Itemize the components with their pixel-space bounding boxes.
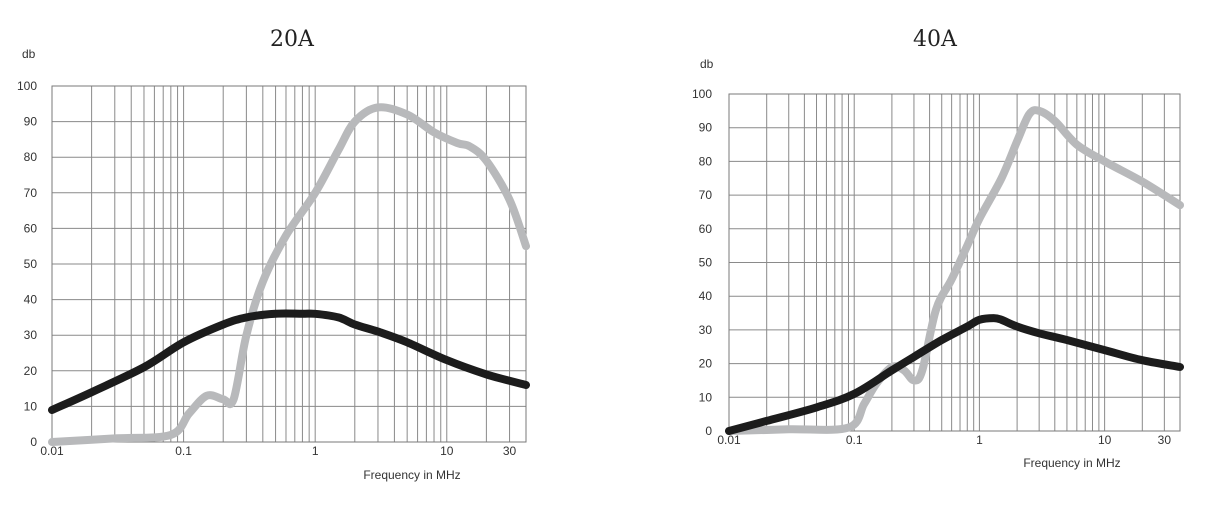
y-tick-label: 90 (699, 121, 713, 135)
series-line-black (725, 314, 1184, 435)
series-line-grey (48, 103, 530, 446)
x-tick-label: 1 (312, 444, 319, 458)
y-tick-label: 50 (24, 257, 38, 271)
y-axis-label: db (22, 47, 36, 61)
y-tick-label: 30 (24, 328, 38, 342)
y-tick-label: 100 (17, 79, 37, 93)
y-tick-label: 0 (30, 435, 37, 449)
grid (728, 93, 1181, 432)
y-tick-label: 50 (699, 256, 713, 270)
x-axis-label: Frequency in MHz (1023, 456, 1120, 470)
x-axis-label: Frequency in MHz (363, 468, 460, 482)
x-tick-label: 0.01 (40, 444, 64, 458)
plot-frame (51, 85, 527, 443)
y-tick-label: 90 (24, 115, 38, 129)
y-tick-label: 30 (699, 323, 713, 337)
y-tick-label: 70 (699, 188, 713, 202)
chart-title: 20A (270, 27, 315, 52)
y-tick-label: 20 (699, 357, 713, 371)
x-tick-label: 10 (440, 444, 454, 458)
y-tick-label: 20 (24, 364, 38, 378)
x-tick-label: 30 (503, 444, 517, 458)
series-line-grey (725, 106, 1184, 435)
y-tick-label: 70 (24, 186, 38, 200)
x-tick-label: 10 (1098, 433, 1112, 447)
chart-40a: 40A db 0 10 20 30 40 50 60 70 80 90 100 0.01 0.1 1 10 30 F… (692, 27, 1184, 470)
y-tick-label: 10 (699, 390, 713, 404)
y-tick-label: 60 (24, 221, 38, 235)
chart-title: 40A (913, 27, 958, 52)
series-line-black (48, 309, 530, 414)
x-tick-label: 0.1 (846, 433, 863, 447)
y-tick-label: 60 (699, 222, 713, 236)
x-tick-label: 1 (976, 433, 983, 447)
y-tick-label: 80 (699, 154, 713, 168)
x-tick-label: 30 (1158, 433, 1172, 447)
y-tick-label: 10 (24, 399, 38, 413)
y-tick-label: 40 (24, 293, 38, 307)
y-tick-label: 100 (692, 87, 712, 101)
x-tick-label: 0.1 (175, 444, 192, 458)
chart-20a: 20A db 0 10 20 30 40 50 60 70 80 90 100 0.01 0.1 1 10 30 F… (17, 27, 530, 482)
y-tick-label: 0 (705, 424, 712, 438)
y-tick-label: 40 (699, 289, 713, 303)
y-tick-label: 80 (24, 150, 38, 164)
plot-frame (728, 93, 1181, 432)
y-axis-label: db (700, 57, 714, 71)
x-tick-label: 0.01 (717, 433, 741, 447)
